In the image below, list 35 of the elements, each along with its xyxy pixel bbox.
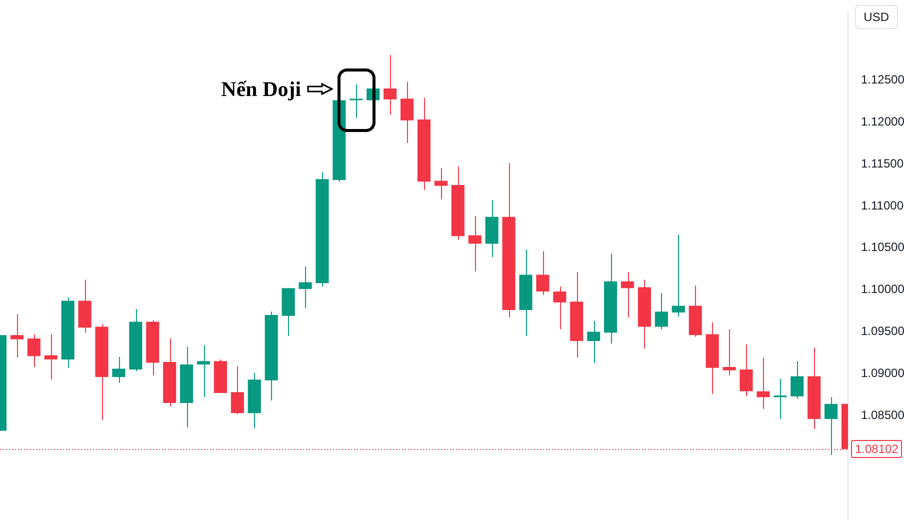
- candlestick: [824, 396, 838, 456]
- candlestick: [654, 292, 668, 330]
- candlestick: [553, 286, 566, 330]
- y-tick-label: 1.10500: [861, 240, 904, 254]
- candlestick: [112, 356, 126, 384]
- candlestick: [740, 344, 753, 397]
- y-tick-label: 1.09500: [861, 324, 904, 338]
- y-tick-label: 1.11000: [861, 198, 904, 212]
- candlestick: [298, 266, 312, 309]
- candlestick: [350, 84, 363, 118]
- annotation: Nến Doji: [221, 76, 302, 102]
- y-tick-label: 1.12500: [861, 72, 904, 86]
- candlestick: [790, 360, 804, 400]
- candlestick: [672, 234, 685, 318]
- y-tick-label: 1.12000: [861, 114, 904, 128]
- candlestick: [722, 328, 736, 376]
- candlestick: [434, 168, 448, 200]
- candlestick: [384, 54, 397, 116]
- candlestick: [587, 320, 600, 364]
- y-tick-label: 1.10000: [861, 282, 904, 296]
- y-tick-label: 1.09000: [861, 366, 904, 380]
- candlestick: [400, 81, 414, 144]
- candlestick: [10, 314, 24, 358]
- candlestick: [620, 272, 634, 318]
- ref-line-label: 1.08102: [851, 440, 902, 458]
- candlestick: [468, 216, 482, 272]
- y-tick-label: 1.08500: [861, 408, 904, 422]
- candlestick: [196, 344, 210, 398]
- candlestick: [27, 334, 40, 368]
- candlestick: [536, 250, 550, 296]
- candlestick: [230, 366, 244, 414]
- candlestick: [756, 357, 770, 410]
- y-tick-label: 1.11500: [861, 156, 904, 170]
- candlestick: [44, 334, 58, 380]
- y-axis-title: USD: [854, 5, 898, 29]
